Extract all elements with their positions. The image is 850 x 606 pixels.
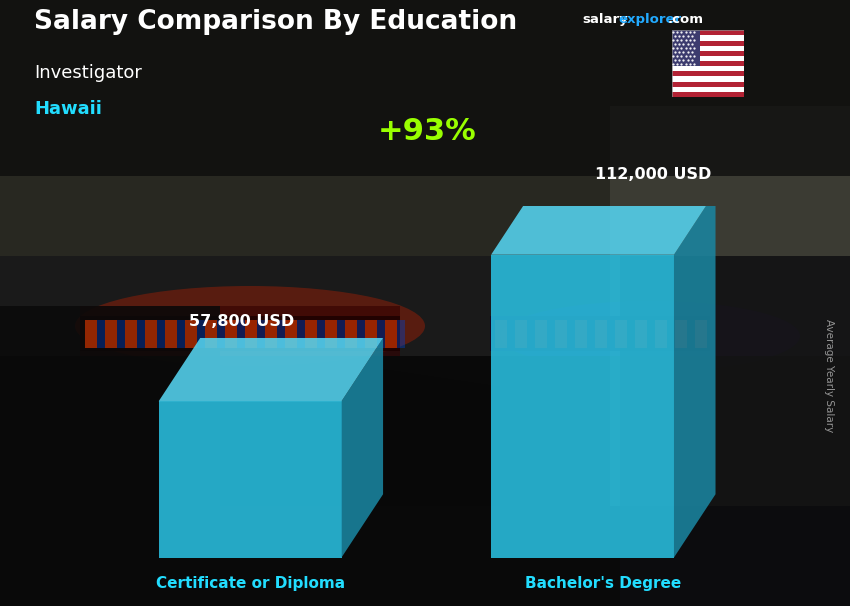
Polygon shape [491,255,674,558]
Text: Average Yearly Salary: Average Yearly Salary [824,319,834,432]
Bar [157,320,165,348]
Bar [145,320,157,348]
Bar [265,320,277,348]
Bar [165,320,177,348]
Bar [490,316,710,351]
Bar [117,320,125,348]
Bar [277,320,285,348]
Bar [185,320,197,348]
Bar [672,56,744,61]
Bar [85,320,97,348]
Bar [672,41,744,45]
Bar [575,320,587,348]
Text: 57,800 USD: 57,800 USD [190,313,294,328]
Polygon shape [674,191,716,558]
Bar [0,0,850,176]
Text: +93%: +93% [377,118,476,147]
Text: Salary Comparison By Education: Salary Comparison By Education [34,9,517,35]
Bar [197,320,205,348]
Bar [397,320,405,348]
Ellipse shape [75,286,425,366]
Bar [655,320,667,348]
Bar [515,320,527,348]
Bar [672,61,744,66]
Polygon shape [491,191,716,255]
Ellipse shape [500,301,800,371]
Bar [257,320,265,348]
Text: 112,000 USD: 112,000 USD [595,167,711,182]
Bar [177,320,185,348]
Bar [297,320,305,348]
Bar [672,30,700,66]
Bar [672,30,744,35]
Bar [615,320,627,348]
Text: Hawaii: Hawaii [34,100,102,118]
Polygon shape [159,338,383,401]
Bar [325,320,337,348]
Bar [217,320,225,348]
Bar [620,256,850,606]
Bar [672,87,744,92]
Bar [672,82,744,87]
Bar [237,320,245,348]
Bar [610,106,850,506]
Bar [385,320,397,348]
Bar [365,320,377,348]
Bar [672,92,744,97]
Bar [245,320,257,348]
Bar [672,51,744,56]
Text: Bachelor's Degree: Bachelor's Degree [525,576,682,591]
Polygon shape [342,338,383,558]
Bar [495,320,507,348]
Bar [672,72,744,76]
Bar [0,356,850,606]
Bar [317,320,325,348]
Bar [635,320,647,348]
Bar [205,320,217,348]
Bar [377,320,385,348]
Text: explorer: explorer [619,13,682,26]
Bar [105,320,117,348]
Bar [0,306,220,606]
Bar [357,320,365,348]
Text: Certificate or Diploma: Certificate or Diploma [156,576,344,591]
Bar [305,320,317,348]
Bar [80,316,400,351]
Bar [672,76,744,82]
Bar [285,320,297,348]
Bar [672,45,744,51]
Bar [672,66,744,72]
Text: salary: salary [582,13,628,26]
Bar [345,320,357,348]
Bar [125,320,137,348]
Bar [0,0,850,256]
Text: .com: .com [668,13,704,26]
Bar [535,320,547,348]
Bar [97,320,105,348]
Bar [80,306,400,356]
Bar [555,320,567,348]
Bar [137,320,145,348]
Bar [675,320,687,348]
Bar [225,320,237,348]
Bar [337,320,345,348]
Polygon shape [0,356,500,506]
Bar [695,320,707,348]
Polygon shape [159,401,342,558]
Bar [672,35,744,41]
Text: Investigator: Investigator [34,64,142,82]
Bar [595,320,607,348]
